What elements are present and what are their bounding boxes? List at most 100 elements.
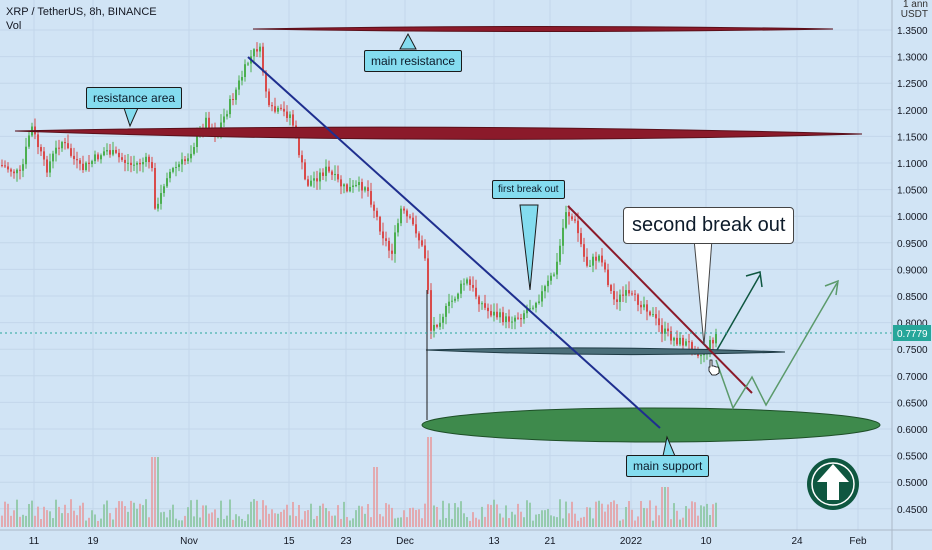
main-support-band — [421, 407, 881, 443]
volume-bar — [325, 508, 327, 527]
volume-bar — [640, 501, 642, 527]
candle-body — [610, 285, 612, 291]
candle-body — [127, 162, 129, 164]
volume-bar — [397, 517, 399, 527]
candle-body — [538, 301, 540, 303]
candle-body — [274, 106, 276, 112]
first-break-out-callout[interactable]: first break out — [492, 180, 565, 199]
candle-body — [139, 162, 141, 165]
volume-bar — [457, 507, 459, 527]
candle-body — [700, 355, 702, 357]
candle-body — [97, 154, 99, 160]
candle-body — [367, 187, 369, 192]
candle-body — [544, 286, 546, 292]
candle-body — [646, 304, 648, 312]
candle-body — [13, 171, 15, 174]
candle-body — [562, 227, 564, 246]
candle-body — [100, 155, 102, 160]
candle-body — [118, 152, 120, 158]
candle-body — [193, 147, 195, 154]
volume-bar — [31, 500, 33, 527]
price-tick-label: 0.7000 — [897, 372, 928, 383]
candle-body — [517, 317, 519, 319]
candle-body — [340, 179, 342, 187]
volume-bar — [79, 505, 81, 527]
candle-body — [448, 301, 450, 306]
volume-bar — [460, 501, 462, 527]
volume-bar — [562, 518, 564, 527]
volume-bar — [478, 519, 480, 527]
candle-body — [628, 290, 630, 294]
candle-body — [115, 149, 117, 153]
volume-bar — [157, 457, 159, 527]
volume-bar — [232, 519, 234, 527]
volume-bar — [508, 518, 510, 527]
volume-bar — [169, 509, 171, 527]
volume-bar — [574, 513, 576, 527]
candle-body — [25, 146, 27, 165]
volume-bar — [649, 500, 651, 527]
candle-body — [616, 299, 618, 302]
candle-body — [253, 49, 255, 57]
candle-body — [418, 233, 420, 241]
main-resistance-band — [252, 26, 834, 32]
volume-bar — [313, 519, 315, 527]
candle-body — [580, 233, 582, 245]
candle-body — [484, 303, 486, 308]
volume-bar — [76, 515, 78, 527]
price-tick-label: 0.9500 — [897, 239, 928, 250]
volume-bar — [214, 509, 216, 527]
candle-body — [292, 114, 294, 126]
candle-body — [331, 171, 333, 175]
volume-bar — [319, 505, 321, 527]
time-tick-label: 10 — [700, 536, 712, 547]
candle-body — [427, 258, 429, 291]
resistance-area-pointer — [123, 107, 139, 128]
volume-bar — [175, 518, 177, 527]
candle-body — [472, 284, 474, 288]
price-tick-label: 1.2500 — [897, 79, 928, 90]
candle-body — [310, 180, 312, 186]
candle-body — [160, 193, 162, 204]
candle-body — [613, 290, 615, 300]
volume-bar — [604, 511, 606, 527]
volume-bar — [556, 517, 558, 527]
volume-bar — [664, 487, 666, 527]
volume-bar — [118, 501, 120, 527]
candle-body — [688, 341, 690, 343]
volume-bar — [454, 503, 456, 527]
alternative-projection-path — [715, 282, 838, 410]
volume-bar — [391, 507, 393, 527]
volume-bar — [433, 505, 435, 527]
volume-bar — [337, 505, 339, 527]
candle-body — [346, 184, 348, 192]
volume-bar — [652, 520, 654, 527]
main-resistance-callout[interactable]: main resistance — [364, 50, 463, 72]
candle-body — [103, 151, 105, 156]
candle-body — [16, 169, 18, 174]
volume-bar — [568, 513, 570, 527]
volume-bar — [631, 509, 633, 527]
candle-body — [505, 316, 507, 323]
grid — [0, 0, 892, 530]
volume-bar — [61, 513, 63, 527]
candle-body — [463, 283, 465, 285]
second-break-out-callout[interactable]: second break out — [623, 207, 795, 244]
volume-bar — [100, 518, 102, 527]
main-support-callout[interactable]: main support — [626, 455, 710, 477]
volume-bar — [10, 515, 12, 527]
candle-body — [421, 240, 423, 246]
candle-body — [430, 290, 432, 331]
candle-body — [670, 331, 672, 341]
resistance-area-callout[interactable]: resistance area — [86, 87, 183, 109]
candle-body — [265, 72, 267, 92]
downtrend-line-blue — [247, 56, 661, 429]
volume-bar — [688, 508, 690, 527]
candle-body — [433, 324, 435, 331]
candle-body — [634, 293, 636, 295]
candle-body — [622, 294, 624, 296]
candle-body — [337, 174, 339, 180]
volume-bar — [217, 517, 219, 527]
